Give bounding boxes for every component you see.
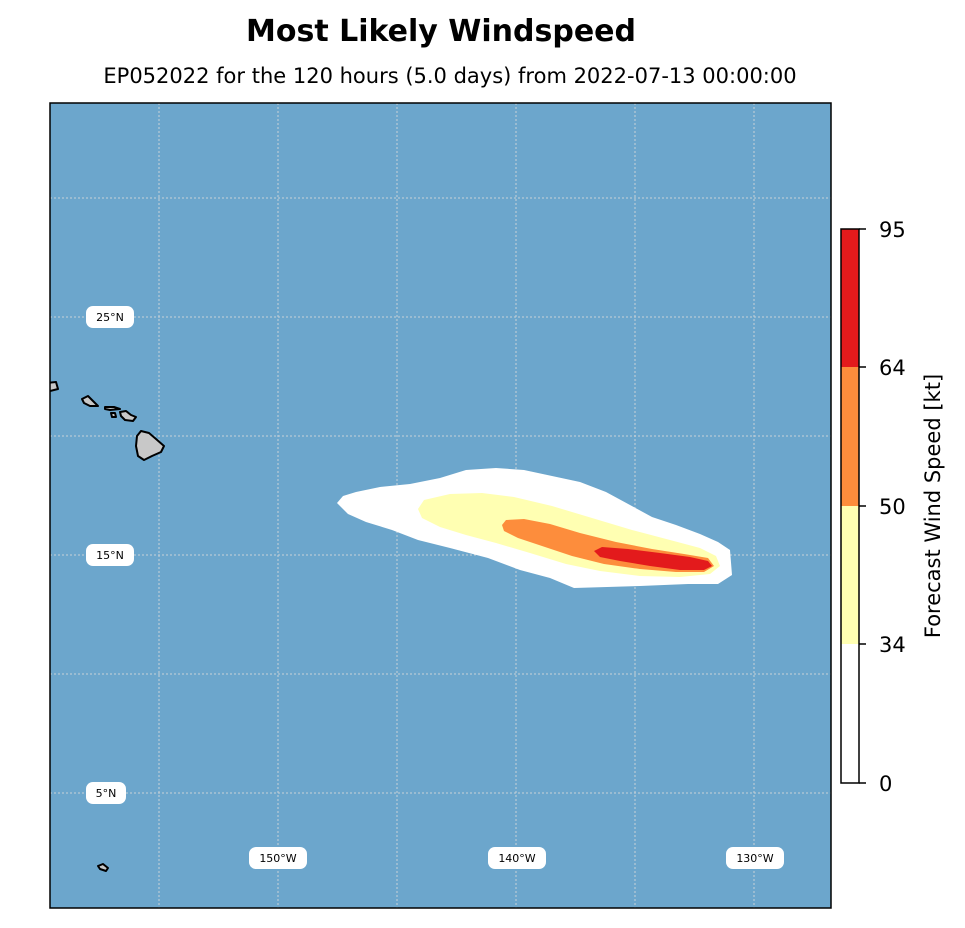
lon-label: 140°W [488, 847, 546, 869]
map-frame [49, 102, 832, 909]
wind-swath-64-95kt [594, 547, 712, 570]
svg-text:140°W: 140°W [498, 852, 535, 865]
svg-text:25°N: 25°N [96, 311, 124, 324]
island-oahu [81, 395, 99, 407]
map-content [50, 103, 831, 908]
colorbar-tick-label: 0 [879, 772, 892, 796]
colorbar-ticks [859, 228, 866, 784]
svg-text:150°W: 150°W [259, 852, 296, 865]
chart-subtitle: EP052022 for the 120 hours (5.0 days) fr… [103, 64, 797, 88]
colorbar-tick-label: 34 [879, 633, 906, 657]
chart-title: Most Likely Windspeed [246, 14, 636, 49]
island-maui [119, 410, 137, 422]
lat-label: 5°N [86, 782, 126, 804]
colorbar-tick-label: 64 [879, 356, 906, 380]
colorbar-band-50-64 [841, 367, 859, 506]
island-lanai [110, 412, 117, 418]
lat-label: 15°N [86, 544, 134, 566]
lon-label: 150°W [249, 847, 307, 869]
colorbar-tick-label: 95 [879, 218, 906, 242]
colorbar-tick-label: 50 [879, 495, 906, 519]
island-kauai [50, 381, 59, 392]
svg-text:130°W: 130°W [736, 852, 773, 865]
svg-text:15°N: 15°N [96, 549, 124, 562]
colorbar-band-0-34 [841, 644, 859, 783]
hawaiian-islands [50, 381, 165, 872]
island-small [97, 863, 109, 872]
island-hawaii [135, 430, 165, 461]
lat-label: 25°N [86, 306, 134, 328]
colorbar-label: Forecast Wind Speed [kt] [921, 374, 945, 638]
svg-text:5°N: 5°N [96, 787, 117, 800]
island-molokai [104, 406, 121, 411]
colorbar: 95 64 50 34 0 Forecast Wind Speed [kt] [840, 218, 945, 796]
lon-label: 130°W [726, 847, 784, 869]
colorbar-band-64-95 [841, 229, 859, 367]
colorbar-band-34-50 [841, 506, 859, 644]
